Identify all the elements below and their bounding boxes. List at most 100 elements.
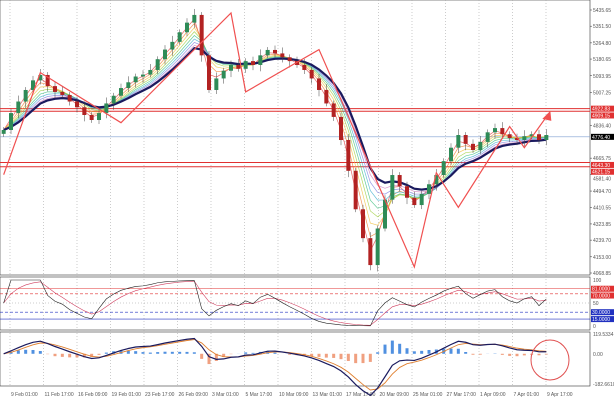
candle-body <box>185 22 189 33</box>
candle-body <box>397 175 402 187</box>
price-tick-label: 4494.70 <box>593 189 611 195</box>
candle-body <box>317 78 321 90</box>
candle-body <box>405 186 409 198</box>
x-tick-label: 13 Mar 01:00 <box>313 392 343 398</box>
candle-body <box>207 55 211 90</box>
macd-histogram-bar <box>449 348 453 354</box>
candle-body <box>170 41 175 50</box>
price-tick-label: 5435.65 <box>593 8 611 14</box>
macd-tick-label: -182.6610 <box>593 382 614 388</box>
macd-histogram-bar <box>16 350 20 354</box>
macd-histogram-bar <box>398 343 402 354</box>
macd-histogram-bar <box>104 352 108 354</box>
candle-body <box>214 78 219 90</box>
macd-histogram-bar <box>376 352 380 354</box>
candle-body <box>456 135 461 148</box>
rsi-level-label: 15.0000 <box>592 317 610 323</box>
macd-histogram-bar <box>456 348 460 354</box>
price-tick-label: 4836.40 <box>593 123 611 129</box>
macd-histogram-bar <box>544 353 548 355</box>
macd-histogram-bar <box>310 353 314 357</box>
macd-histogram-bar <box>156 352 160 354</box>
macd-histogram-bar <box>24 349 28 354</box>
macd-signal-line <box>3 339 547 391</box>
macd-histogram-bar <box>192 352 196 354</box>
macd-line <box>3 337 547 397</box>
candle-body <box>368 238 373 266</box>
candle-body <box>544 135 549 141</box>
candle-body <box>471 143 475 151</box>
candle-body <box>60 91 65 95</box>
candle-body <box>324 89 329 104</box>
candle-body <box>434 175 439 185</box>
candle-body <box>45 74 50 87</box>
macd-histogram-bar <box>420 350 424 354</box>
candle-body <box>89 114 94 120</box>
candle-body <box>192 14 197 23</box>
x-tick-label: 27 Mar 17:00 <box>447 392 477 398</box>
candle-body <box>251 61 255 65</box>
macd-histogram-bar <box>412 351 416 354</box>
macd-histogram-bar <box>464 352 468 354</box>
rsi-panel <box>0 276 591 331</box>
candle-body <box>478 141 483 151</box>
x-tick-label: 9 Apr 17:00 <box>547 392 573 398</box>
price-tick-label: 4068.85 <box>593 271 611 277</box>
candle-body <box>295 61 299 65</box>
candle-body <box>67 94 72 102</box>
price-tick-label: 5093.95 <box>593 74 611 80</box>
rsi-line <box>3 279 547 327</box>
candle-body <box>500 128 505 135</box>
rsi-tick-label: 100 <box>593 278 602 284</box>
macd-histogram-bar <box>383 344 387 354</box>
level-badge <box>591 133 614 140</box>
candle-body <box>16 101 21 114</box>
candle-body <box>522 136 527 141</box>
price-tick-label: 4665.75 <box>593 156 611 162</box>
macd-histogram-bar <box>508 353 512 356</box>
candle-body <box>9 113 13 131</box>
candle-body <box>82 107 87 115</box>
level-label: 4643.30 <box>592 163 610 169</box>
price-tick-label: 5264.80 <box>593 41 611 47</box>
price-tick-label: 5180.65 <box>593 57 611 63</box>
macd-histogram-bar <box>170 351 174 354</box>
macd-histogram-bar <box>163 351 167 354</box>
candle-body <box>375 228 380 266</box>
macd-histogram-bar <box>141 352 145 354</box>
candle-body <box>119 88 123 96</box>
candle-body <box>361 209 365 239</box>
macd-histogram-bar <box>405 348 409 354</box>
arrow-icon <box>542 110 552 121</box>
level-badge <box>591 105 614 112</box>
candle-body <box>111 95 116 104</box>
rsi-level-label: 81.0000 <box>592 287 610 293</box>
macd-histogram-bar <box>332 353 336 358</box>
candle-body <box>141 74 145 77</box>
price-tick-label: 5351.50 <box>593 24 611 30</box>
candle-body <box>23 89 28 102</box>
candle-body <box>163 49 167 60</box>
macd-histogram-bar <box>68 353 72 358</box>
macd-histogram-bar <box>244 352 248 354</box>
macd-histogram-bar <box>317 353 321 357</box>
macd-tick-label: 0.00 <box>593 352 603 358</box>
macd-histogram-bar <box>251 352 255 354</box>
macd-histogram-bar <box>97 353 101 355</box>
macd-histogram-bar <box>324 353 328 358</box>
macd-histogram-bar <box>207 353 211 365</box>
price-tick-label: 4410.55 <box>593 205 611 211</box>
x-tick-label: 10 Mar 09:00 <box>279 392 309 398</box>
macd-histogram-bar <box>354 353 358 364</box>
level-badge <box>591 161 614 168</box>
rsi-level-badge <box>591 309 614 316</box>
candle-body <box>331 103 336 117</box>
candle-body <box>148 69 153 75</box>
macd-histogram-bar <box>126 350 130 354</box>
macd-histogram-bar <box>537 353 541 356</box>
level-label: 4922.83 <box>592 107 610 113</box>
price-tick-label: 4323.85 <box>593 222 611 228</box>
x-tick-label: 25 Mar 01:00 <box>413 392 443 398</box>
